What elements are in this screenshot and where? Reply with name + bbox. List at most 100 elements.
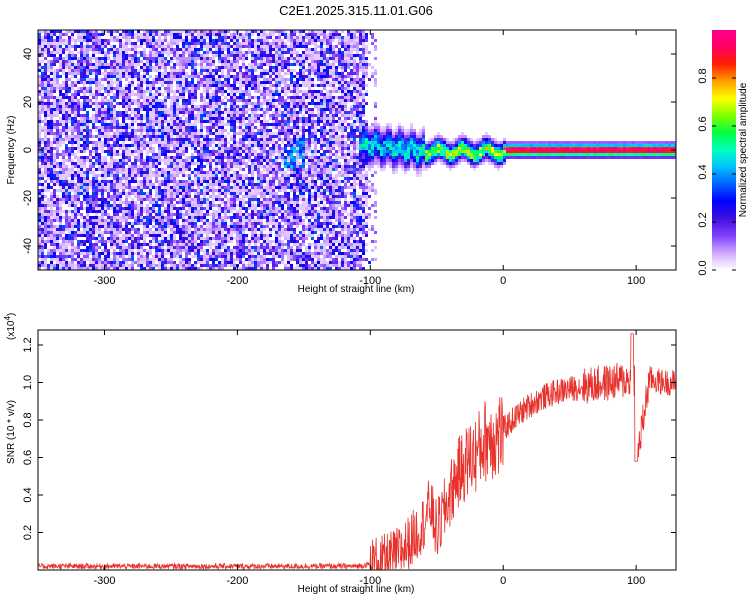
spectrogram-cell [230, 240, 233, 243]
spectrogram-cell [146, 228, 149, 231]
spectrogram-cell [185, 237, 188, 240]
spectrogram-cell [197, 54, 200, 57]
spectrogram-cell [146, 45, 149, 48]
spectrogram-cell [179, 267, 182, 270]
spectrogram-cell [95, 144, 98, 147]
spectrogram-cell [182, 63, 185, 66]
spectrogram-cell [197, 135, 200, 138]
spectrogram-cell [107, 105, 110, 108]
spectrogram-cell [158, 147, 161, 150]
spectrogram-cell [95, 93, 98, 96]
spectrogram-cell [53, 192, 56, 195]
spectrogram-cell [212, 252, 215, 255]
spectrogram-cell [95, 228, 98, 231]
chart-title: C2E1.2025.315.11.01.G06 [279, 3, 433, 18]
spectrogram-cell [212, 42, 215, 45]
spectrogram-cell [143, 54, 146, 57]
spectrogram-cell [164, 105, 167, 108]
spectrogram-cell [89, 204, 92, 207]
spectrogram-cell [56, 207, 59, 210]
spectrogram-cell [107, 264, 110, 267]
spectrogram-cell [203, 57, 206, 60]
spectrogram-cell [110, 147, 113, 150]
spectrogram-cell [41, 249, 44, 252]
spectrogram-cell [137, 159, 140, 162]
spectrogram-cell [110, 252, 113, 255]
spectrogram-cell [62, 171, 65, 174]
spectrogram-cell [146, 168, 149, 171]
spectrogram-cell [98, 231, 101, 234]
spectrogram-cell [80, 102, 83, 105]
spectrogram-cell [71, 216, 74, 219]
spectrogram-cell [215, 135, 218, 138]
spectrogram-cell [44, 150, 47, 153]
spectrogram-cell [251, 171, 254, 174]
spectrogram-cell [137, 72, 140, 75]
spectrogram-cell [122, 252, 125, 255]
spectrogram-cell [161, 240, 164, 243]
spectrogram-cell [134, 231, 137, 234]
spectrogram-cell [200, 231, 203, 234]
spectrogram-cell [158, 186, 161, 189]
spectrogram-cell [221, 261, 224, 264]
spectrogram-cell [125, 60, 128, 63]
spectrogram-cell [215, 69, 218, 72]
spectrogram-cell [176, 153, 179, 156]
spectrogram-cell [158, 39, 161, 42]
spectrogram-cell [194, 120, 197, 123]
spectrogram-cell [230, 36, 233, 39]
spectrogram-cell [158, 36, 161, 39]
spectrogram-cell [98, 84, 101, 87]
spectrogram-cell [50, 108, 53, 111]
spectrogram-cell [242, 132, 245, 135]
spectrogram-cell [50, 201, 53, 204]
spectrogram-cell [50, 180, 53, 183]
spectrogram-cell [77, 156, 80, 159]
spectrogram-cell [50, 72, 53, 75]
spectrogram-cell [116, 144, 119, 147]
spectrogram-cell [65, 72, 68, 75]
spectrogram-cell [38, 51, 41, 54]
spectrogram-cell [161, 81, 164, 84]
spectrogram-cell [56, 243, 59, 246]
spectrogram-cell [176, 189, 179, 192]
spectrogram-cell [185, 195, 188, 198]
spectrogram-cell [221, 234, 224, 237]
spectrogram-cell [65, 171, 68, 174]
spectrogram-cell [101, 87, 104, 90]
spectrogram-cell [209, 162, 212, 165]
spectrogram-cell [110, 258, 113, 261]
spectrogram-cell [77, 126, 80, 129]
spectrogram-cell [179, 249, 182, 252]
spectrogram-cell [227, 198, 230, 201]
spectrogram-cell [122, 201, 125, 204]
spectrogram-cell [44, 171, 47, 174]
spectrogram-cell [197, 75, 200, 78]
spectrogram-cell [56, 216, 59, 219]
spectrogram-cell [203, 84, 206, 87]
spectrogram-cell [212, 261, 215, 264]
spectrogram-cell [221, 30, 224, 33]
spectrogram-cell [98, 69, 101, 72]
spectrogram-cell [239, 54, 242, 57]
spectrogram-cell [113, 183, 116, 186]
spectrogram-cell [131, 246, 134, 249]
spectrogram-cell [236, 186, 239, 189]
spectrogram-cell [164, 141, 167, 144]
spectrogram-cell [194, 252, 197, 255]
spectrogram-cell [251, 120, 254, 123]
spectrogram-cell [248, 207, 251, 210]
spectrogram-cell [131, 258, 134, 261]
spectrogram-cell [131, 213, 134, 216]
spectrogram-cell [218, 117, 221, 120]
spectrogram-cell [80, 261, 83, 264]
spectrogram-cell [89, 30, 92, 33]
spectrogram-cell [206, 261, 209, 264]
spectrogram-cell [86, 219, 89, 222]
spectrogram-cell [179, 126, 182, 129]
spectrogram-cell [188, 63, 191, 66]
spectrogram-cell [176, 120, 179, 123]
spectrogram-cell [104, 258, 107, 261]
spectrogram-cell [200, 225, 203, 228]
spectrogram-cell [122, 141, 125, 144]
